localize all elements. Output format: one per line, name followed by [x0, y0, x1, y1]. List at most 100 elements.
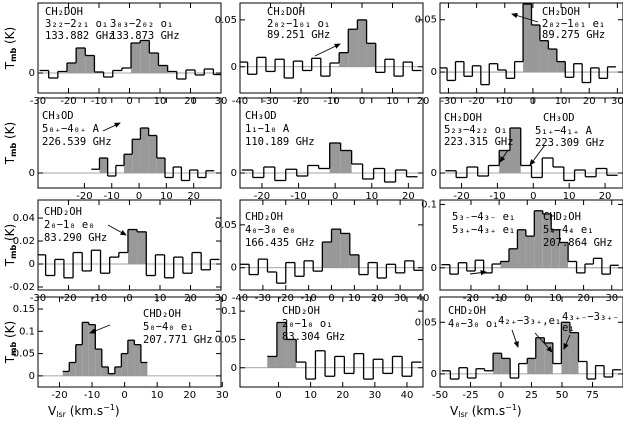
x-tick-label: 75: [586, 390, 599, 401]
y-tick-label: 0: [231, 363, 237, 374]
annotation: 4₀−3₀ o₁: [448, 318, 499, 330]
x-tick-label: 40: [401, 390, 414, 401]
shade: [322, 242, 332, 268]
annotation: CHD₂OH: [448, 305, 486, 317]
x-tick-label: 0: [328, 293, 334, 304]
panel: -30 -20 -10 0 10 20 30-0.0200.020.04CHD₂OH2₀−1…: [3, 199, 227, 304]
shade: [134, 344, 141, 376]
annotation: CH₃OD: [42, 110, 74, 122]
shade: [535, 337, 545, 374]
x-tick-label: -30: [440, 96, 456, 107]
x-tick-label: 20: [187, 191, 200, 202]
x-axis-label-part: −1: [103, 403, 115, 412]
x-axis-label-part: (km.s: [66, 404, 103, 418]
x-tick-label: 20: [371, 293, 384, 304]
y-axis-label-part: T: [3, 355, 17, 364]
shade: [556, 61, 566, 73]
x-tick-label: -10: [91, 293, 107, 304]
x-tick-label: 10: [555, 96, 568, 107]
x-tick-label: 10: [563, 191, 576, 202]
annotation: 83.304 GHz: [282, 331, 345, 343]
shade: [366, 43, 376, 67]
y-axis-label: Tmb (K): [3, 321, 18, 364]
plot-area: [440, 321, 623, 380]
shade: [121, 353, 128, 376]
shade: [95, 349, 102, 376]
x-tick-label: 30: [605, 293, 618, 304]
shade: [132, 139, 141, 173]
shade: [140, 128, 149, 173]
frame: [37, 97, 222, 189]
frame: [239, 296, 424, 388]
annotation: 223.309 GHz: [535, 137, 605, 149]
arrow: [469, 269, 487, 276]
y-axis-label-part: mb: [9, 245, 18, 259]
shade: [525, 236, 535, 268]
y-axis-label-part: (K): [3, 122, 17, 143]
shade: [85, 55, 95, 73]
shade: [108, 373, 115, 376]
x-tick-label: 10: [304, 390, 317, 401]
annotation: CHD₂OH: [44, 206, 82, 218]
shade: [124, 154, 133, 173]
shade: [542, 213, 552, 268]
plot-area: [38, 228, 221, 279]
shade: [99, 158, 108, 173]
y-tick-label: 0.04: [13, 213, 35, 224]
shade: [357, 19, 367, 67]
x-tick-label: -20: [60, 293, 76, 304]
annotation: CHD₂OH: [143, 308, 181, 320]
y-tick-label: 0.02: [13, 236, 35, 247]
shade: [517, 229, 526, 268]
shade: [140, 40, 150, 73]
y-axis-label: Tmb (K): [3, 224, 18, 267]
shade: [149, 53, 159, 73]
x-tick-label: 0: [126, 293, 132, 304]
x-tick-label: -10: [290, 191, 306, 202]
x-tick-label: 0: [524, 293, 530, 304]
annotation: 2₀−1₀ e₀: [44, 219, 95, 231]
annotation: 4₃₊₋−3₃₊₋: [562, 311, 619, 323]
x-tick-label: 10: [151, 390, 164, 401]
x-tick-label: 0: [136, 191, 142, 202]
annotation: CH₃OD: [543, 112, 575, 124]
arrow: [89, 324, 111, 334]
y-axis-label-part: (K): [3, 321, 17, 342]
y-tick-label: 0: [231, 62, 237, 73]
frame: [239, 97, 424, 189]
y-tick-label: 0.05: [215, 15, 237, 26]
x-tick-label: 30: [216, 390, 229, 401]
annotation: 83.290 GHz: [44, 232, 107, 244]
annotation: CHD₂OH: [543, 211, 581, 223]
y-tick-label: 0: [29, 168, 35, 179]
shade: [331, 229, 341, 268]
annotation: 110.189 GHz: [245, 136, 315, 148]
x-tick-label: -20: [51, 390, 67, 401]
x-tick-label: 30: [368, 390, 381, 401]
annotation: CHD₂OH: [282, 305, 320, 317]
annotation: 166.435 GHz: [245, 237, 315, 249]
shade: [534, 210, 543, 268]
annotation: 5₀₊−4₀₊ A: [42, 123, 100, 135]
shade: [276, 322, 287, 368]
annotation: CH₂DOH: [444, 112, 482, 124]
annotation: 2₀₂−1₀₁ o₁: [267, 18, 330, 30]
arrow: [499, 149, 509, 163]
plot-area: [240, 19, 423, 79]
annotation: 5₃₋−4₃₋ e₁: [452, 211, 515, 223]
annotation: 3₀₃−2₀₂ o₁: [110, 18, 173, 30]
x-tick-label: 20: [599, 191, 612, 202]
y-axis-label-part: (K): [3, 27, 17, 48]
arrow: [511, 329, 519, 348]
shade: [500, 261, 509, 268]
shade: [349, 254, 359, 268]
annotation: 1₁−1₀ A: [245, 123, 290, 135]
x-tick-label: 20: [577, 293, 590, 304]
y-tick-label: 0: [231, 168, 237, 179]
